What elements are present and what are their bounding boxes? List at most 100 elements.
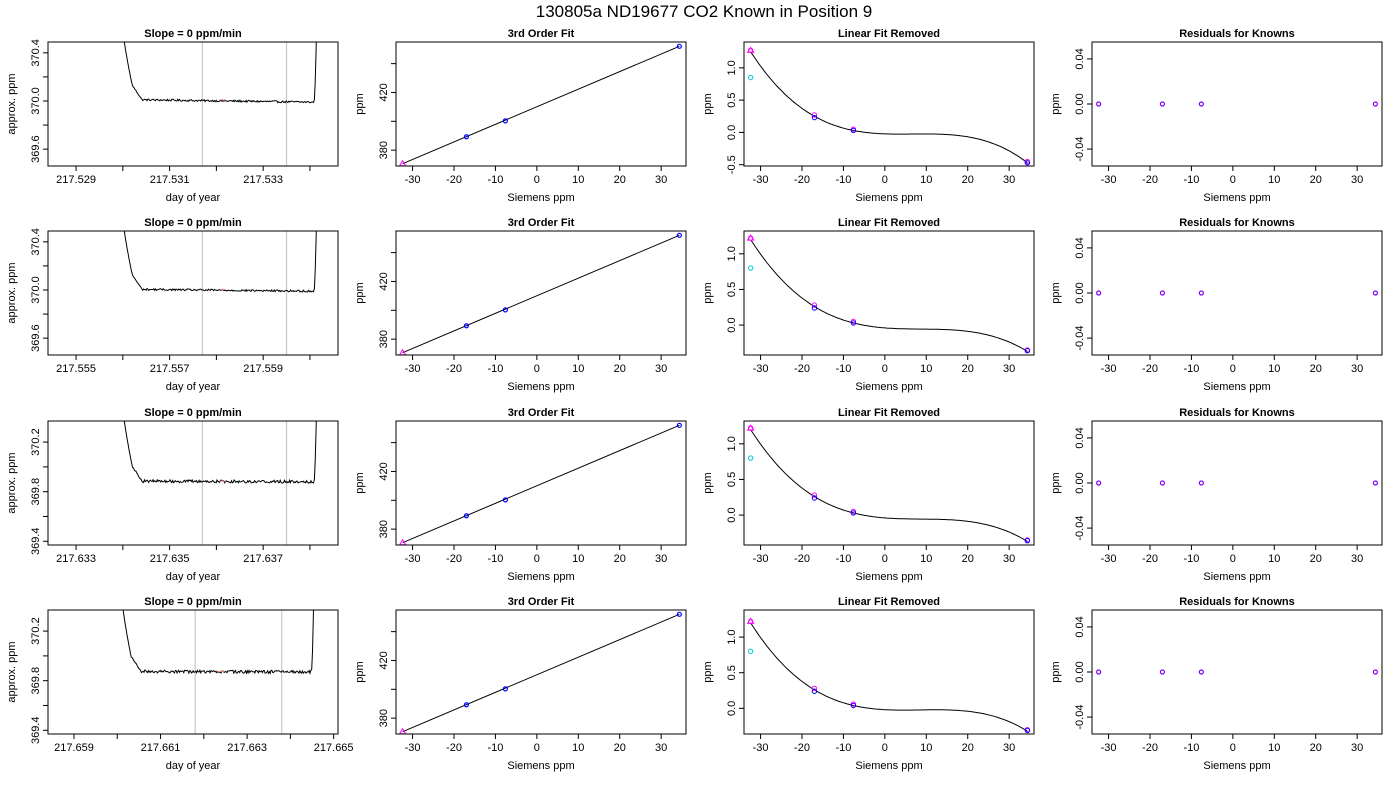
panel-r0-c3-plot-area: [1096, 101, 1378, 107]
panel-r0-c1-xtick-label: 10: [572, 174, 584, 186]
panel-r2-c2-frame: [743, 420, 1035, 546]
panel-r1-c2-xlabel: Siemens ppm: [855, 381, 922, 393]
panel-r3-c0-frame: [47, 609, 339, 735]
panel-r2-c2-ytick-label: 0.0: [726, 507, 738, 522]
panel-r3-c3: Residuals for Knowns -30 -20 -10 0 10 20 30 -0.0…: [1050, 596, 1383, 772]
panel-r3-c3-xtick-label: 10: [1268, 742, 1280, 754]
panel-r1-c1: 3rd Order Fit -30 -20 -10 0 10 20 30 380 420 Sieme…: [354, 217, 687, 393]
panel-r3-c2-xtick-label: -20: [794, 742, 810, 754]
panel-r3-c2-frame: [743, 609, 1035, 735]
panel-r2-c2-xtick-label: 30: [1003, 553, 1015, 565]
panel-r0-c2-title: Linear Fit Removed: [838, 28, 940, 40]
panel-r1-c3-ytick-label: 0.04: [1074, 237, 1086, 258]
panel-r3-c2-ytick-label: 0.5: [726, 665, 738, 680]
panel-r0-c2-point-blue: [1024, 160, 1031, 166]
panel-r2-c3-xtick-label: -30: [1101, 553, 1117, 565]
panel-r0-c3-point: [1159, 101, 1166, 107]
panel-r0-c1-ylabel: ppm: [354, 93, 366, 114]
panel-r1-c2-frame: [743, 230, 1035, 356]
panel-r3-c0-plot-area: [122, 610, 314, 734]
panel-r3-c0-xtick-label: 217.663: [227, 742, 267, 754]
panel-r0-c1-point: [463, 134, 470, 140]
panel-r3-c2-xtick-label: -10: [835, 742, 851, 754]
panel-r1-c1-xtick-label: -30: [405, 363, 421, 375]
panel-r2-c2-cubic-curve: [750, 429, 1028, 542]
panel-r0-c2-xtick-label: -20: [794, 174, 810, 186]
panel-r1-c1-xtick-label: 20: [614, 363, 626, 375]
panel-r2-c1-xtick-label: -20: [446, 553, 462, 565]
panel-r0-c0-trace: [123, 42, 317, 104]
panel-r0-c3-xtick-label: 20: [1310, 174, 1322, 186]
panel-r1-c3-point: [1198, 290, 1204, 296]
panel-r3-c0-xlabel: day of year: [166, 760, 221, 772]
panel-r3-c1-plot-area: [398, 611, 682, 734]
panel-r0-c0-xtick-label: 217.531: [150, 174, 190, 186]
panel-r0-c2-xtick-label: -10: [835, 174, 851, 186]
panel-r0-c1-xtick-label: 20: [614, 174, 626, 186]
panel-r0-c1-xtick-label: -10: [487, 174, 503, 186]
panel-r2-c2-xtick-label: -10: [835, 553, 851, 565]
panel-r3-c1-xtick-label: 10: [572, 742, 584, 754]
panel-r0-c1-xtick-label: 0: [534, 174, 540, 186]
panel-r1-c1-xlabel: Siemens ppm: [507, 381, 574, 393]
panel-r1-c3-xtick-label: 10: [1268, 363, 1280, 375]
panel-r2-c0-ytick-label: 370.2: [30, 428, 42, 456]
panel-r2-c0-xtick-label: 217.637: [243, 553, 283, 565]
panel-r1-c1-xtick-label: 10: [572, 363, 584, 375]
panel-r0-c3-ylabel: ppm: [1050, 93, 1062, 114]
panel-r3-c0-trace: [122, 610, 314, 675]
panel-r2-c3-point: [1096, 480, 1102, 486]
panel-r3-c2-xtick-label: 20: [962, 742, 974, 754]
panel-r0-c1: 3rd Order Fit -30 -20 -10 0 10 20 30 380 420 Sieme…: [354, 28, 687, 204]
panel-r0-c3-xlabel: Siemens ppm: [1203, 192, 1270, 204]
panel-r0-c3-frame: [1091, 41, 1383, 167]
panel-r3-c1-xtick-label: 20: [614, 742, 626, 754]
panel-r2-c2-point-triangle: [746, 424, 755, 431]
panel-r2-c2-point-blue: [811, 495, 818, 501]
panel-r2-c1-xtick-label: -10: [487, 553, 503, 565]
panel-r0-c1-ytick-label: 380: [378, 141, 390, 159]
panel-r1-c3-point: [1096, 290, 1102, 296]
panel-r3-c3-point: [1159, 669, 1166, 675]
panel-r1-c2-xtick-label: 20: [962, 363, 974, 375]
panel-r1-c2: Linear Fit Removed -30 -20 -10 0 10 20 30 0.0 0.5…: [702, 217, 1035, 393]
panel-r1-c0-xtick-label: 217.555: [56, 363, 96, 375]
panel-r0-c2-cubic-curve: [750, 51, 1028, 164]
panel-r2-c1-xlabel: Siemens ppm: [507, 571, 574, 583]
panel-r1-c2-ytick-label: 0.0: [726, 317, 738, 332]
panel-r3-c1-ytick-label: 380: [378, 709, 390, 727]
panel-r1-c1-point: [463, 323, 470, 329]
panel-r2-c3-xtick-label: -10: [1183, 553, 1199, 565]
panel-r0-c1-xtick-label: -30: [405, 174, 421, 186]
panel-r3-c0-xtick-label: 217.659: [54, 742, 94, 754]
panel-r0-c3-xtick-label: 10: [1268, 174, 1280, 186]
panel-r3-c3-xtick-label: -20: [1142, 742, 1158, 754]
panel-r0-c2-point-blue: [850, 127, 857, 134]
panel-r1-c0-ylabel: approx. ppm: [6, 262, 18, 323]
panel-r0-c3-title: Residuals for Knowns: [1179, 28, 1295, 40]
panel-r2-c3-point: [1198, 480, 1204, 486]
panel-r2-c0-ylabel: approx. ppm: [6, 452, 18, 513]
panel-r0-c3-ytick-label: 0.04: [1074, 48, 1086, 69]
panel-r0-c3-ytick-label: 0.00: [1074, 93, 1086, 114]
panel-r2-c0-ytick-label: 369.8: [30, 478, 42, 506]
panel-r1-c2-title: Linear Fit Removed: [838, 217, 940, 229]
panel-r0-c2-point-triangle: [746, 46, 755, 53]
panel-r2-c2-xtick-label: 0: [882, 553, 888, 565]
panel-r3-c2-title: Linear Fit Removed: [838, 596, 940, 608]
panel-r0-c3-point: [1198, 101, 1204, 107]
panel-r1-c3-ytick-label: -0.04: [1074, 326, 1086, 351]
panel-r2-c2-ytick-label: 0.5: [726, 472, 738, 487]
panel-r3-c0-ylabel: approx. ppm: [6, 641, 18, 702]
panel-r1-c3-xtick-label: 0: [1230, 363, 1236, 375]
panel-r2-c2-xtick-label: -20: [794, 553, 810, 565]
panel-r0-c2-ytick-label: 1.0: [726, 60, 738, 75]
panel-r2-c1-frame: [395, 420, 687, 546]
panel-r3-c1-point: [463, 702, 470, 708]
panel-r1-c3-point: [1372, 290, 1378, 296]
panel-r0-c1-title: 3rd Order Fit: [508, 28, 575, 40]
panel-r1-c2-point-blue: [1024, 348, 1031, 354]
panel-r3-c0: Slope = 0 ppm/min 217.659 217.661 217.663 21…: [6, 596, 354, 772]
panel-r3-c2-xtick-label: 0: [882, 742, 888, 754]
